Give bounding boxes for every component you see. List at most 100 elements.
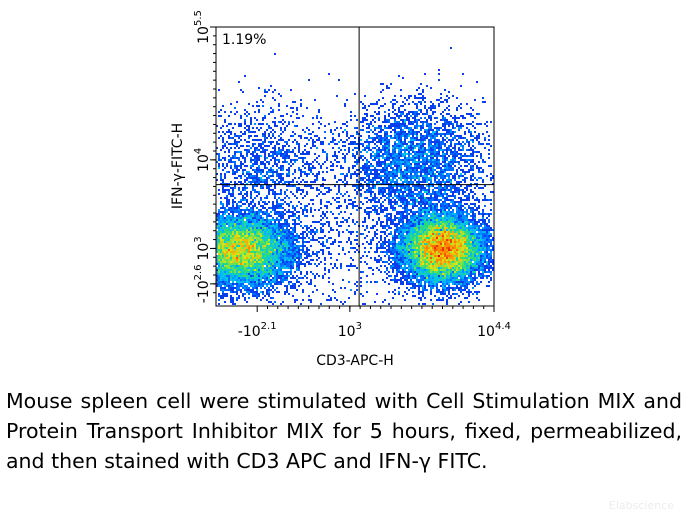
density-dot xyxy=(228,171,230,173)
density-dot xyxy=(284,127,286,129)
density-dot xyxy=(430,139,432,141)
density-dot xyxy=(410,191,412,193)
density-dot xyxy=(392,209,394,211)
density-dot xyxy=(486,131,488,133)
density-dot xyxy=(348,167,350,169)
density-dot xyxy=(258,171,260,173)
density-dot xyxy=(220,233,222,235)
density-dot xyxy=(394,231,396,233)
density-dot xyxy=(432,231,434,233)
density-dot xyxy=(226,125,228,127)
density-dot xyxy=(378,187,380,189)
density-dot xyxy=(330,243,332,245)
density-dot xyxy=(350,233,352,235)
density-dot xyxy=(254,123,256,125)
density-dot xyxy=(238,239,240,241)
density-dot xyxy=(262,179,264,181)
density-dot xyxy=(424,153,426,155)
density-dot xyxy=(436,175,438,177)
density-dot xyxy=(224,227,226,229)
density-dot xyxy=(442,157,444,159)
density-dot xyxy=(444,149,446,151)
density-dot xyxy=(414,205,416,207)
density-dot xyxy=(222,241,224,243)
density-dot xyxy=(322,241,324,243)
density-dot xyxy=(240,135,242,137)
density-dot xyxy=(400,143,402,145)
density-dot xyxy=(422,175,424,177)
density-dot xyxy=(462,213,464,215)
density-dot xyxy=(488,221,490,223)
density-dot xyxy=(396,145,398,147)
density-dot xyxy=(296,211,298,213)
density-dot xyxy=(334,177,336,179)
density-dot xyxy=(224,211,226,213)
density-dot xyxy=(296,159,298,161)
density-dot xyxy=(262,175,264,177)
density-dot xyxy=(424,181,426,183)
density-dot xyxy=(356,119,358,121)
density-dot xyxy=(218,137,220,139)
density-dot xyxy=(438,141,440,143)
density-dot xyxy=(350,213,352,215)
density-dot xyxy=(246,213,248,215)
density-dot xyxy=(290,211,292,213)
density-dot xyxy=(320,237,322,239)
density-dot xyxy=(252,155,254,157)
density-dot xyxy=(386,87,388,89)
density-dot xyxy=(286,151,288,153)
density-dot xyxy=(232,189,234,191)
density-dot xyxy=(444,185,446,187)
density-dot xyxy=(412,149,414,151)
density-dot xyxy=(244,243,246,245)
density-dot xyxy=(456,207,458,209)
density-dot xyxy=(408,187,410,189)
density-dot xyxy=(392,243,394,245)
density-dot xyxy=(444,221,446,223)
density-dot xyxy=(422,91,424,93)
density-dot xyxy=(354,189,356,191)
density-dot xyxy=(226,217,228,219)
density-dot xyxy=(420,147,422,149)
density-dot xyxy=(392,99,394,101)
density-dot xyxy=(238,219,240,221)
density-dot xyxy=(292,121,294,123)
density-dot xyxy=(372,191,374,193)
density-dot xyxy=(242,91,244,93)
density-dot xyxy=(406,167,408,169)
density-dot xyxy=(290,181,292,183)
density-dot xyxy=(432,153,434,155)
density-dot xyxy=(316,115,318,117)
density-dot xyxy=(424,175,426,177)
density-dot xyxy=(254,191,256,193)
density-dot xyxy=(224,241,226,243)
density-dot xyxy=(286,169,288,171)
density-dot xyxy=(420,167,422,169)
density-dot xyxy=(272,181,274,183)
density-dot xyxy=(434,241,436,243)
density-dot xyxy=(408,121,410,123)
density-dot xyxy=(464,173,466,175)
density-dot xyxy=(228,241,230,243)
density-dot xyxy=(452,125,454,127)
density-dot xyxy=(262,143,264,145)
density-dot xyxy=(484,229,486,231)
density-dot xyxy=(232,201,234,203)
density-dot xyxy=(238,211,240,213)
density-dot xyxy=(456,181,458,183)
density-dot xyxy=(232,143,234,145)
density-dot xyxy=(336,143,338,145)
density-dot xyxy=(422,171,424,173)
density-dot xyxy=(234,153,236,155)
density-dot xyxy=(234,209,236,211)
density-dot xyxy=(414,193,416,195)
density-dot xyxy=(274,235,276,237)
density-dot xyxy=(430,165,432,167)
density-dot xyxy=(444,199,446,201)
density-dot xyxy=(484,223,486,225)
density-dot xyxy=(276,217,278,219)
density-dot xyxy=(422,225,424,227)
density-dot xyxy=(314,167,316,169)
density-dot xyxy=(420,145,422,147)
density-dot xyxy=(258,203,260,205)
